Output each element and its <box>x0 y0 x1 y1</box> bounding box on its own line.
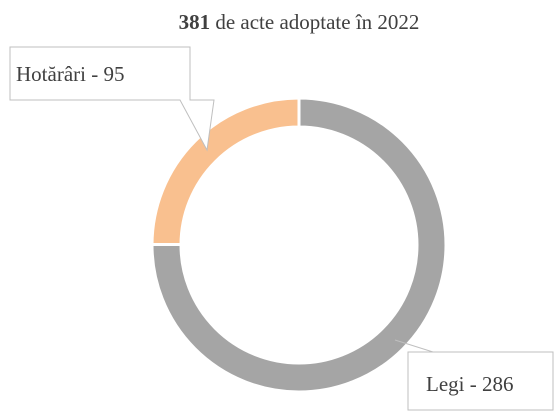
donut <box>150 96 448 394</box>
donut-slice <box>150 96 448 394</box>
chart-title: 381 de acte adoptate în 2022 <box>179 10 420 34</box>
data-label: Hotărâri - 95 <box>16 62 124 86</box>
callout-box <box>394 339 554 411</box>
title-emphasis: 381 <box>179 10 211 34</box>
title-text: de acte adoptate în 2022 <box>215 10 419 34</box>
donut-slice <box>150 96 301 247</box>
data-label: Legi - 286 <box>426 372 513 396</box>
callout-box <box>9 46 215 152</box>
